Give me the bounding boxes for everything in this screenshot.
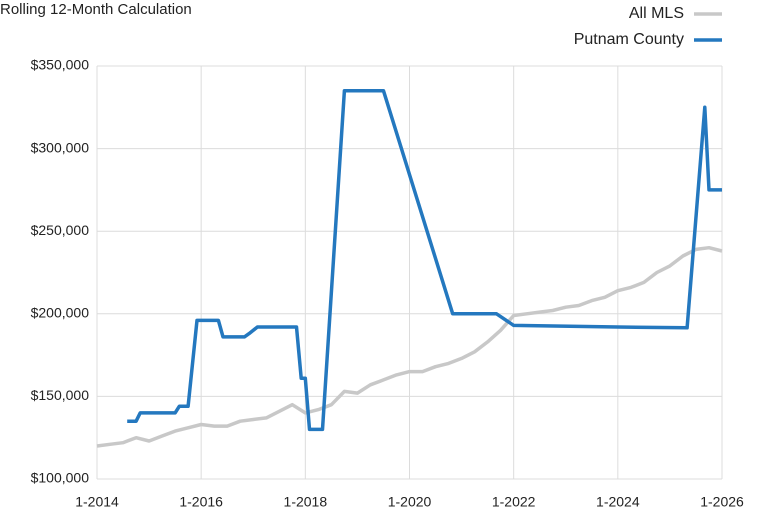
y-tick-label: $250,000 — [31, 222, 90, 238]
line — [127, 89, 722, 432]
legend-label: All MLS — [629, 5, 684, 22]
y-tick-label: $100,000 — [31, 470, 90, 486]
x-tick-label: 1-2018 — [284, 494, 328, 510]
x-tick-label: 1-2014 — [75, 494, 119, 510]
x-tick-label: 1-2026 — [700, 494, 744, 510]
x-tick-label: 1-2024 — [596, 494, 640, 510]
y-tick-label: $350,000 — [31, 57, 90, 73]
x-tick-label: 1-2016 — [179, 494, 223, 510]
line — [96, 245, 723, 448]
y-tick-label: $200,000 — [31, 305, 90, 321]
legend-label: Putnam County — [574, 31, 684, 48]
x-tick-label: 1-2020 — [388, 494, 432, 510]
y-tick-label: $150,000 — [31, 387, 90, 403]
chart-title: Rolling 12-Month Calculation — [0, 1, 192, 18]
x-tick-label: 1-2022 — [492, 494, 536, 510]
y-tick-label: $300,000 — [31, 139, 90, 155]
